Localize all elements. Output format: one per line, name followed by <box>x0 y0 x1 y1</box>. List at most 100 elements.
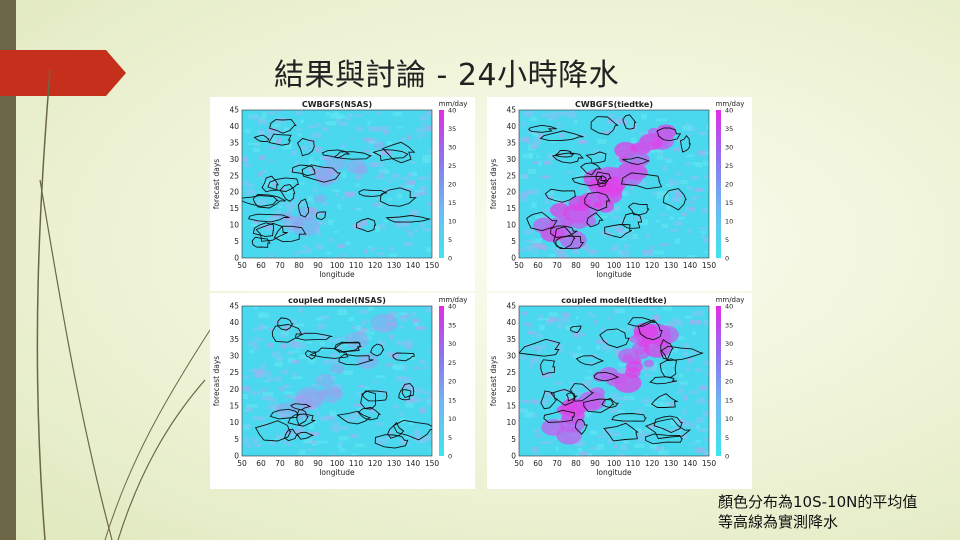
y-tick-label: 30 <box>229 155 239 164</box>
x-tick-label: 50 <box>237 261 247 270</box>
x-tick-label: 70 <box>552 261 562 270</box>
x-tick-label: 100 <box>607 459 622 468</box>
y-tick-label: 25 <box>506 368 516 377</box>
x-tick-label: 140 <box>683 459 698 468</box>
colorbar-tick-label: 30 <box>448 144 456 152</box>
x-tick-label: 50 <box>514 459 524 468</box>
colorbar-tick-label: 35 <box>448 125 456 133</box>
y-tick-label: 10 <box>229 418 239 427</box>
colorbar-tick-label: 30 <box>725 340 733 348</box>
x-tick-label: 50 <box>514 261 524 270</box>
x-tick-label: 90 <box>590 459 600 468</box>
y-tick-label: 0 <box>511 452 516 461</box>
colorbar-tick-label: 20 <box>448 378 456 386</box>
colorbar-tick-label: 30 <box>448 340 456 348</box>
colorbar-tick-label: 15 <box>725 199 733 207</box>
x-axis-label: longitude <box>596 468 632 477</box>
y-tick-label: 25 <box>229 368 239 377</box>
colorbar-tick-label: 5 <box>725 236 729 244</box>
x-tick-label: 120 <box>645 459 660 468</box>
colorbar-tick-label: 20 <box>448 181 456 189</box>
colorbar-tick-label: 20 <box>725 378 733 386</box>
colorbar-unit: mm/day <box>716 100 745 108</box>
colorbar-tick-label: 40 <box>448 303 456 311</box>
panel-coupled-nsas: coupled model(NSAS) mm/day 45 40 35 30 25 20 15 1… <box>210 293 475 489</box>
y-tick-label: 15 <box>506 204 516 213</box>
x-tick-label: 110 <box>626 261 641 270</box>
y-tick-label: 10 <box>506 418 516 427</box>
x-tick-label: 90 <box>313 261 323 270</box>
colorbar-tick-label: 10 <box>448 218 456 226</box>
x-tick-label: 130 <box>664 459 679 468</box>
caption-line-2: 等高線為實測降水 <box>718 513 839 531</box>
y-tick-label: 25 <box>506 171 516 180</box>
colorbar-tick-label: 25 <box>725 162 733 170</box>
x-tick-label: 70 <box>275 459 285 468</box>
x-tick-label: 110 <box>349 459 364 468</box>
y-tick-label: 25 <box>229 171 239 180</box>
colorbar-tick-label: 10 <box>448 415 456 423</box>
y-tick-label: 5 <box>234 237 239 246</box>
contour-map: coupled model(tiedtke) mm/day 45 40 35 30 25 20… <box>489 296 744 477</box>
y-tick-label: 20 <box>506 188 516 197</box>
y-tick-label: 40 <box>506 122 516 131</box>
colorbar-tick-label: 5 <box>448 434 452 442</box>
x-axis-label: longitude <box>319 270 355 279</box>
colorbar-tick-label: 40 <box>725 303 733 311</box>
x-tick-label: 80 <box>571 261 581 270</box>
y-tick-label: 5 <box>511 237 516 246</box>
x-axis-label: longitude <box>596 270 632 279</box>
x-tick-label: 130 <box>387 261 402 270</box>
colorbar <box>439 110 444 258</box>
y-tick-label: 15 <box>229 402 239 411</box>
colorbar-tick-label: 25 <box>448 359 456 367</box>
panel-title: coupled model(tiedtke) <box>561 296 666 305</box>
colorbar-tick-label: 40 <box>725 107 733 115</box>
y-tick-label: 35 <box>229 138 239 147</box>
x-tick-label: 110 <box>349 261 364 270</box>
y-tick-label: 30 <box>229 352 239 361</box>
panel-title: CWBGFS(tiedtke) <box>575 100 653 109</box>
x-tick-label: 80 <box>571 459 581 468</box>
colorbar <box>716 110 721 258</box>
x-tick-label: 80 <box>294 459 304 468</box>
y-tick-label: 10 <box>506 221 516 230</box>
y-axis-label: forecast days <box>489 356 498 407</box>
panel-cwbgfs-nsas: CWBGFS(NSAS) mm/day 45 40 35 30 25 20 15 10 5 0 50 60… <box>210 97 475 291</box>
x-tick-label: 90 <box>313 459 323 468</box>
x-tick-label: 100 <box>330 459 345 468</box>
x-tick-label: 140 <box>683 261 698 270</box>
y-axis-label: forecast days <box>212 159 221 210</box>
colorbar-tick-label: 5 <box>448 236 452 244</box>
y-axis-label: forecast days <box>489 159 498 210</box>
x-tick-label: 60 <box>256 261 266 270</box>
colorbar-tick-label: 25 <box>725 359 733 367</box>
colorbar-unit: mm/day <box>439 296 468 304</box>
y-tick-label: 20 <box>506 385 516 394</box>
y-tick-label: 40 <box>229 122 239 131</box>
y-tick-label: 45 <box>506 106 516 115</box>
colorbar-tick-label: 35 <box>725 125 733 133</box>
colorbar-tick-label: 15 <box>725 396 733 404</box>
colorbar-tick-label: 10 <box>725 218 733 226</box>
x-tick-label: 130 <box>664 261 679 270</box>
colorbar <box>716 306 721 456</box>
colorbar-unit: mm/day <box>439 100 468 108</box>
x-tick-label: 150 <box>702 261 717 270</box>
y-tick-label: 20 <box>229 188 239 197</box>
y-tick-label: 45 <box>229 106 239 115</box>
panel-title: coupled model(NSAS) <box>288 296 386 305</box>
y-tick-label: 15 <box>506 402 516 411</box>
x-tick-label: 70 <box>275 261 285 270</box>
colorbar-tick-label: 35 <box>725 321 733 329</box>
x-tick-label: 100 <box>330 261 345 270</box>
x-tick-label: 60 <box>533 261 543 270</box>
y-tick-label: 45 <box>506 302 516 311</box>
x-tick-label: 150 <box>702 459 717 468</box>
sidebar-stripe <box>0 0 16 540</box>
x-tick-label: 90 <box>590 261 600 270</box>
y-tick-label: 0 <box>234 452 239 461</box>
panel-cwbgfs-tiedtke: CWBGFS(tiedtke) mm/day 45 40 35 30 25 20 15 10 5 0 5… <box>487 97 752 291</box>
x-tick-label: 120 <box>368 459 383 468</box>
x-tick-label: 150 <box>425 459 440 468</box>
